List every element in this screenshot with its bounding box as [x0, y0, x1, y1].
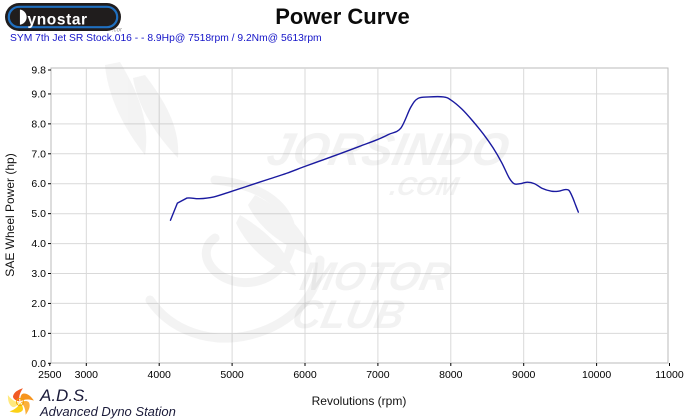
- svg-text:0.0: 0.0: [31, 358, 46, 370]
- svg-text:.COM: .COM: [387, 171, 462, 201]
- svg-text:9.8: 9.8: [31, 65, 46, 77]
- svg-text:1.0: 1.0: [31, 328, 46, 340]
- svg-text:9.0: 9.0: [31, 89, 46, 101]
- svg-text:7.0: 7.0: [31, 148, 46, 160]
- svg-text:6.0: 6.0: [31, 178, 46, 190]
- svg-text:5.0: 5.0: [31, 208, 46, 220]
- svg-text:Revolutions (rpm): Revolutions (rpm): [312, 394, 407, 408]
- svg-text:3.0: 3.0: [31, 268, 46, 280]
- svg-text:SAE Wheel Power (hp): SAE Wheel Power (hp): [3, 153, 17, 276]
- svg-text:JORSINDO: JORSINDO: [263, 123, 514, 174]
- svg-text:11000: 11000: [655, 369, 684, 381]
- svg-text:4000: 4000: [148, 369, 172, 381]
- svg-text:10000: 10000: [582, 369, 611, 381]
- svg-text:7000: 7000: [366, 369, 390, 381]
- svg-text:CLUB: CLUB: [288, 291, 409, 336]
- svg-text:9000: 9000: [512, 369, 536, 381]
- svg-text:2500: 2500: [38, 369, 62, 381]
- svg-text:3000: 3000: [75, 369, 99, 381]
- svg-text:6000: 6000: [293, 369, 317, 381]
- svg-text:8000: 8000: [439, 369, 463, 381]
- svg-text:5000: 5000: [220, 369, 244, 381]
- svg-text:2.0: 2.0: [31, 298, 46, 310]
- svg-text:4.0: 4.0: [31, 238, 46, 250]
- svg-text:8.0: 8.0: [31, 119, 46, 131]
